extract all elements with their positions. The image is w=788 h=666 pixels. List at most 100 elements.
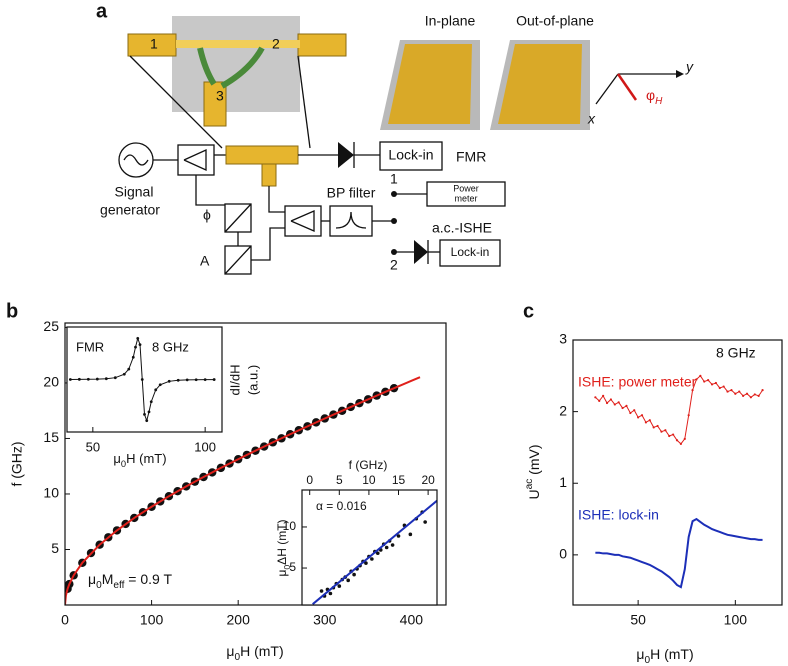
data-point xyxy=(621,406,624,410)
switch-label: 1 xyxy=(390,171,398,187)
data-point xyxy=(757,394,760,397)
x-tick-label: 20 xyxy=(421,473,435,487)
data-point xyxy=(613,403,616,406)
x-tick-label: 15 xyxy=(392,473,406,487)
plot-area xyxy=(573,340,782,605)
data-point xyxy=(138,343,142,347)
waveguide xyxy=(176,40,300,48)
label-part: 0 xyxy=(282,565,292,570)
label-part: μ xyxy=(226,643,234,659)
data-point xyxy=(143,412,146,416)
data-point xyxy=(113,376,117,380)
data-point xyxy=(629,411,632,415)
x-tick-label: 100 xyxy=(140,612,164,628)
component-label: A xyxy=(200,253,210,269)
data-point xyxy=(660,430,663,433)
axis-label: y xyxy=(685,59,694,75)
instrument-label: meter xyxy=(454,193,477,203)
data-point xyxy=(149,400,153,404)
data-point xyxy=(668,434,671,438)
annotation: μ0Meff = 0.9 T xyxy=(88,571,172,591)
port-label: 2 xyxy=(272,36,280,52)
mode-label: a.c.-ISHE xyxy=(432,220,492,236)
label-part: μ xyxy=(636,646,644,662)
instrument-label: Power xyxy=(453,183,479,193)
chip-electrode xyxy=(498,44,582,124)
port-connector xyxy=(297,33,347,57)
label-part: ΔH (mT) xyxy=(275,519,289,564)
data-line xyxy=(312,499,437,605)
y-axis-label: dI/dH xyxy=(227,364,242,395)
label-part: U xyxy=(526,489,542,499)
data-point xyxy=(714,381,717,385)
sample-holder-port xyxy=(261,163,277,187)
instrument-label: Lock-in xyxy=(388,147,433,163)
plot-frame xyxy=(64,322,447,606)
field-arrow xyxy=(616,73,638,101)
data-point xyxy=(185,378,189,382)
data-point xyxy=(131,355,135,359)
data-point xyxy=(176,378,180,382)
label-part: M xyxy=(102,571,114,587)
y-tick-label: 20 xyxy=(43,374,59,390)
switch-node xyxy=(391,218,397,224)
zoom-line xyxy=(297,55,311,149)
component-label: ϕ xyxy=(203,207,211,223)
diode xyxy=(414,240,428,264)
data-point xyxy=(707,379,710,382)
x-axis-label: f (GHz) xyxy=(349,458,388,472)
data-point xyxy=(672,433,675,436)
x-tick-label: 0 xyxy=(61,612,69,628)
chip-electrode xyxy=(388,44,472,124)
data-point xyxy=(625,404,628,407)
data-point xyxy=(384,545,389,550)
filter-symbol xyxy=(335,211,367,229)
label-part: H (mT) xyxy=(126,451,166,466)
data-point xyxy=(679,442,683,445)
data-point xyxy=(408,532,413,537)
port-label: 3 xyxy=(216,88,224,104)
panel-label: a xyxy=(96,0,108,22)
y-axis-unit: (a.u.) xyxy=(245,365,260,395)
data-point xyxy=(605,401,609,405)
data-point xyxy=(328,591,333,596)
data-point xyxy=(203,378,207,382)
chart: 50 100 μ0H (mT) dI/dH (a.u.) FMR 8 GHz xyxy=(66,326,260,469)
label-part: μ xyxy=(88,571,96,587)
data-point xyxy=(730,389,733,392)
wire xyxy=(268,186,285,213)
connector-block xyxy=(172,16,300,112)
wire xyxy=(197,46,265,89)
data-line xyxy=(65,376,421,605)
y-tick-label: 25 xyxy=(43,318,59,334)
y-tick-label: 15 xyxy=(43,429,59,445)
diode xyxy=(338,142,354,168)
data-point xyxy=(390,543,395,547)
wire xyxy=(251,227,285,261)
series-group xyxy=(65,376,421,605)
x-axis-label: μ0H (mT) xyxy=(636,646,693,666)
splitter xyxy=(177,144,215,176)
data-point xyxy=(602,394,605,397)
data-point xyxy=(664,429,667,432)
data-point xyxy=(194,378,198,382)
data-point xyxy=(364,561,368,565)
data-point xyxy=(77,377,81,381)
port-label: 1 xyxy=(150,36,158,52)
data-point xyxy=(140,378,144,381)
data-point xyxy=(745,392,749,395)
axis-arrow xyxy=(595,73,619,105)
sample-holder xyxy=(225,145,299,165)
data-point xyxy=(375,551,380,556)
data-point xyxy=(134,345,137,349)
axis-label: x xyxy=(587,111,596,127)
x-tick-label: 100 xyxy=(194,439,216,454)
y-tick-label: 10 xyxy=(283,519,297,533)
data-point xyxy=(648,419,651,422)
data-point xyxy=(319,589,324,593)
label-part: 0 xyxy=(234,652,240,663)
component-label: BP filter xyxy=(327,185,376,201)
x-tick-label: 10 xyxy=(362,473,376,487)
x-tick-label: 300 xyxy=(313,612,337,628)
